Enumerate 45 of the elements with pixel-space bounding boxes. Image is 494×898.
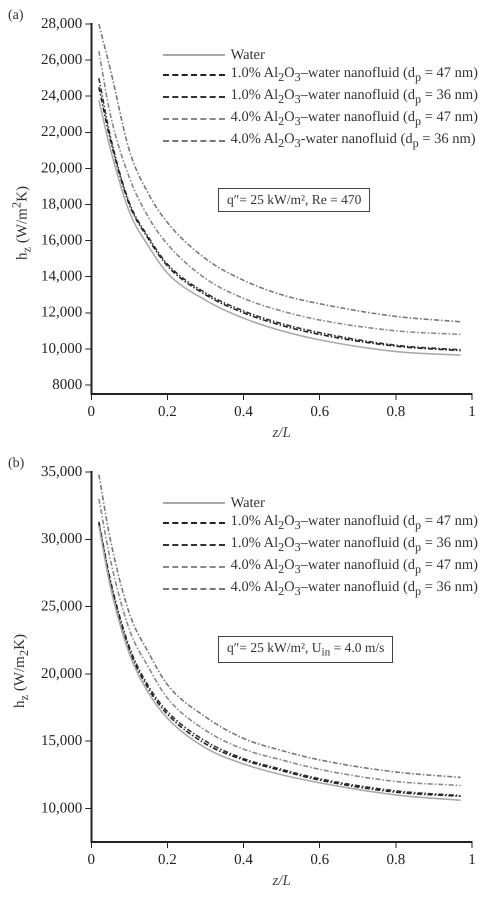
legend-label: Water <box>230 494 265 512</box>
y-tick-label: 15,000 <box>41 733 82 750</box>
x-axis-title: z/L <box>271 424 291 441</box>
y-tick-label: 18,000 <box>41 196 82 212</box>
x-tick-label: 1 <box>468 852 476 868</box>
y-tick-label: 14,000 <box>41 268 82 285</box>
x-tick-label: 1 <box>468 404 476 420</box>
x-tick-label: 0.2 <box>158 852 177 868</box>
chart-title: (b) <box>8 456 24 472</box>
y-tick-label: 35,000 <box>41 464 82 480</box>
y-tick-label: 10,000 <box>41 800 82 816</box>
y-tick-label: 10,000 <box>41 340 82 357</box>
chart-title: (a) <box>8 8 24 24</box>
annotation: q″= 25 kW/m², Re = 470 <box>218 188 370 212</box>
x-tick-label: 0.2 <box>158 404 177 420</box>
legend-label: 1.0% Al$_{2}$O$_{3}$–water nanofluid (d$_{p}$ = 47 nm) <box>230 64 478 86</box>
x-tick-label: 0 <box>88 404 95 420</box>
legend-label: 1.0% Al$_{2}$O$_{3}$–water nanofluid (d$_{p}$ = 36 nm) <box>230 86 478 108</box>
legend-label: 4.0% Al$_{2}$O$_{3}$–water nanofluid (d$_{p}$ = 36 nm) <box>230 578 478 600</box>
x-axis-title: z/L <box>271 872 291 889</box>
y-tick-label: 30,000 <box>41 531 82 548</box>
legend-label: 4.0% Al$_{2}$O$_{3}$-water nanofluid (d$_{p}$ = 36 nm) <box>230 130 476 152</box>
legend-label: Water <box>230 46 265 64</box>
x-tick-label: 0.6 <box>310 852 330 868</box>
y-tick-label: 16,000 <box>41 232 82 249</box>
x-tick-label: 0.4 <box>234 404 254 420</box>
y-tick-label: 20,000 <box>41 666 82 682</box>
y-tick-label: 24,000 <box>41 88 82 104</box>
annotation: q″= 25 kW/m², U$_{in}$ = 4.0 m/s <box>218 636 394 663</box>
y-tick-label: 22,000 <box>41 124 82 140</box>
x-tick-label: 0.8 <box>386 852 406 868</box>
x-tick-label: 0.4 <box>234 852 254 868</box>
y-tick-label: 8000 <box>52 376 82 393</box>
y-tick-label: 12,000 <box>41 304 82 321</box>
y-tick-label: 25,000 <box>41 598 82 614</box>
y-tick-label: 28,000 <box>41 16 82 32</box>
legend-label: 1.0% Al$_{2}$O$_{3}$–water nanofluid (d$_{p}$ = 47 nm) <box>230 512 478 534</box>
x-tick-label: 0.6 <box>310 404 330 420</box>
legend-label: 4.0% Al$_{2}$O$_{3}$–water nanofluid (d$_{p}$ = 47 nm) <box>230 108 478 130</box>
x-tick-label: 0.8 <box>386 404 406 420</box>
legend-label: 1.0% Al$_{2}$O$_{3}$–water nanofluid (d$_{p}$ = 36 nm) <box>230 534 478 556</box>
y-tick-label: 20,000 <box>41 160 82 176</box>
y-tick-label: 26,000 <box>41 52 82 68</box>
x-tick-label: 0 <box>88 852 95 868</box>
legend-label: 4.0% Al$_{2}$O$_{3}$–water nanofluid (d$_{p}$ = 47 nm) <box>230 556 478 578</box>
